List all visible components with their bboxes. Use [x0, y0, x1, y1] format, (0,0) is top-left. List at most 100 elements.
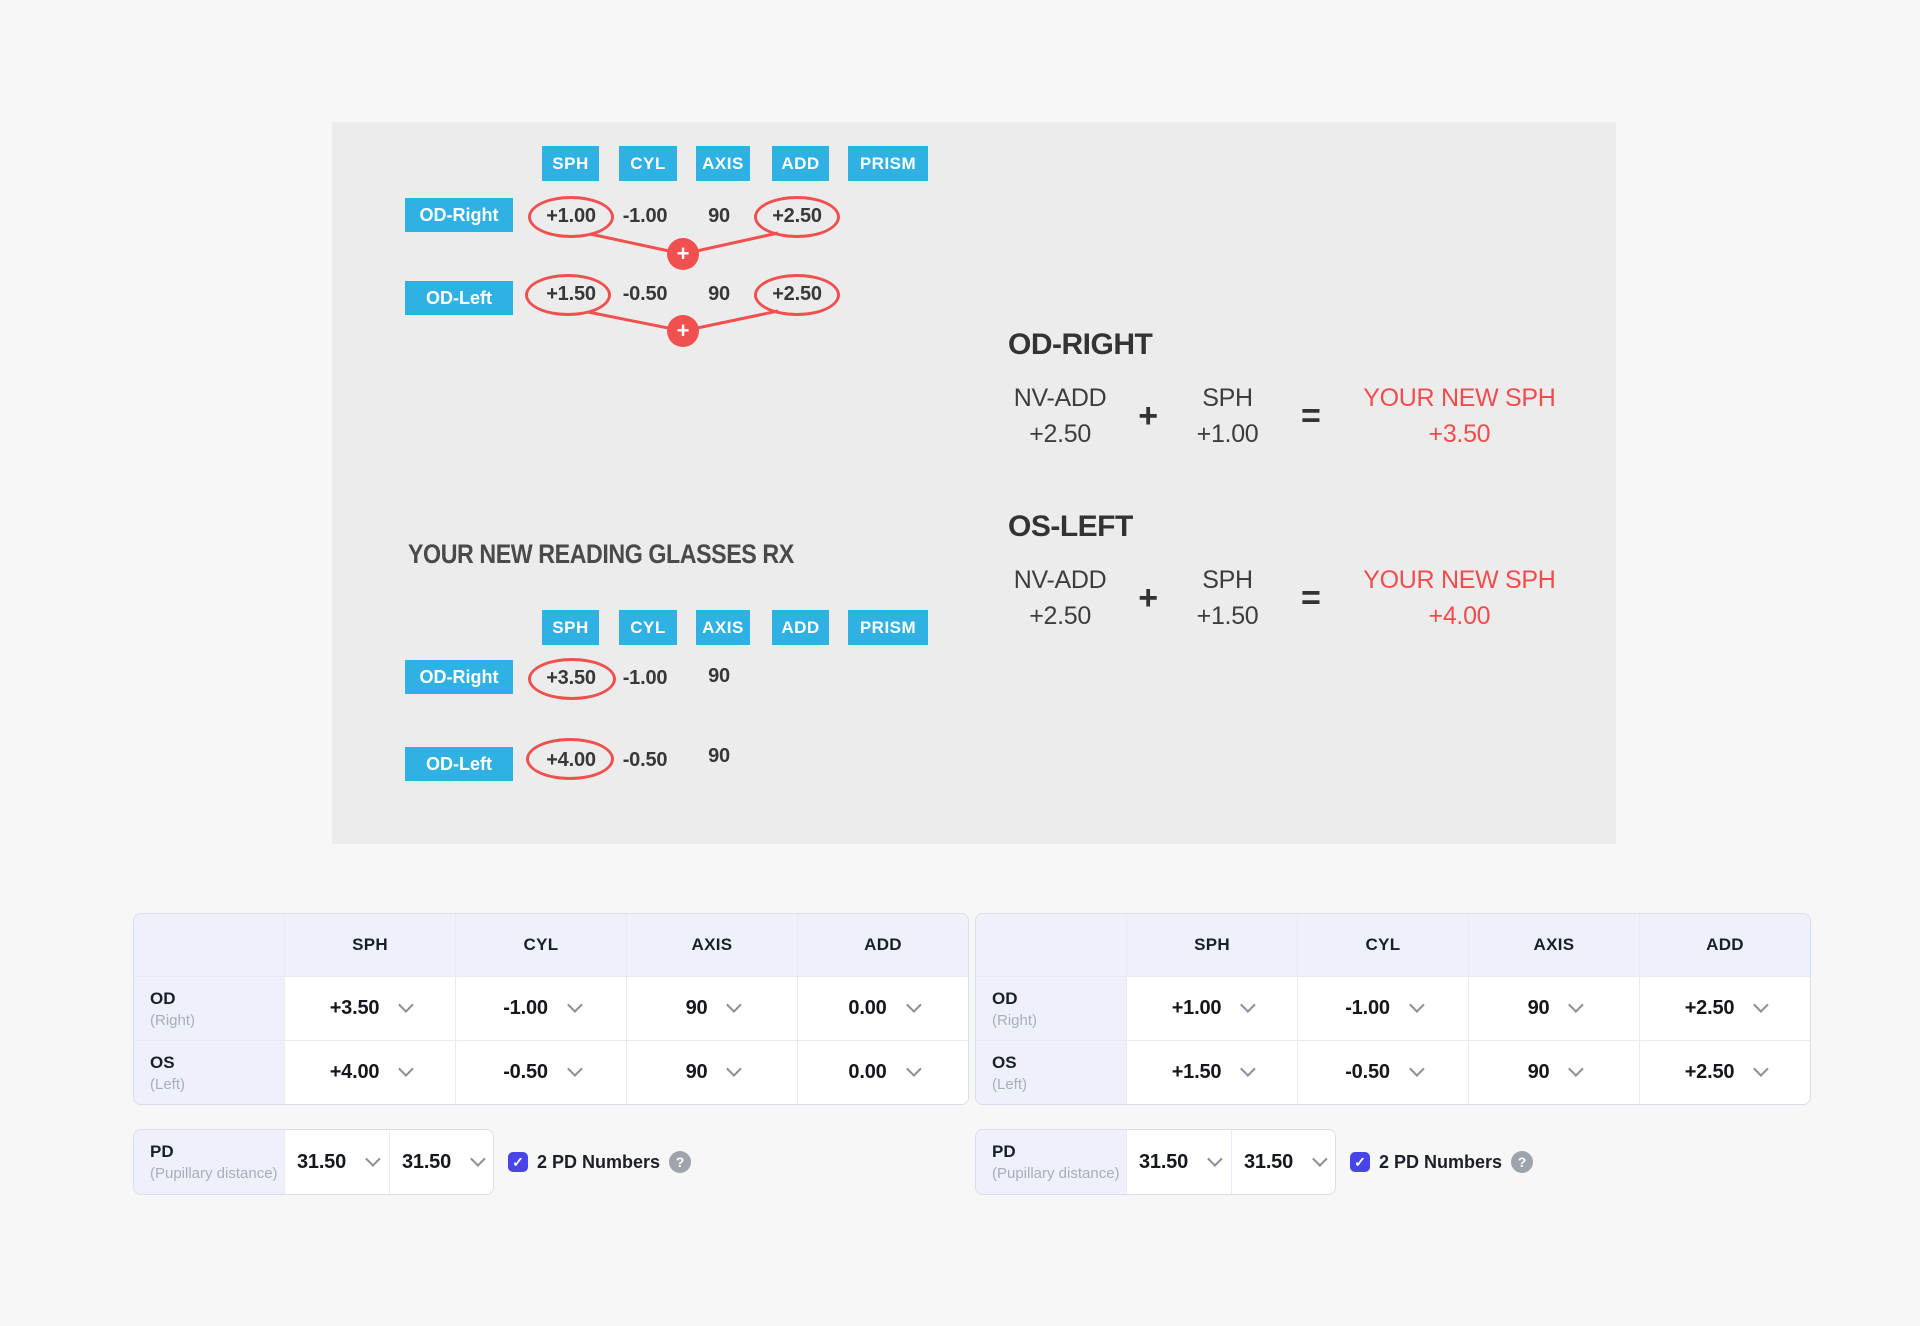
- old-rx-row-label: OD-Right: [405, 198, 513, 232]
- od-add-select[interactable]: 0.00: [797, 976, 968, 1040]
- od-cyl-select[interactable]: -1.00: [1297, 976, 1468, 1040]
- os-add-select[interactable]: +2.50: [1639, 1040, 1810, 1104]
- old-rx-header-prism: PRISM: [848, 146, 928, 181]
- new-rx-od-axis: 90: [708, 665, 730, 687]
- pd-left-select[interactable]: 31.50: [1231, 1130, 1335, 1194]
- new-rx-os-cyl: -0.50: [622, 749, 668, 771]
- new-rx-row-label: OD-Right: [405, 660, 513, 694]
- pd-right-select[interactable]: 31.50: [1126, 1130, 1231, 1194]
- new-rx-os-axis: 90: [708, 745, 730, 767]
- old-rx-header-cyl: CYL: [619, 146, 677, 181]
- pd-left-select[interactable]: 31.50: [389, 1130, 493, 1194]
- pd-right-select[interactable]: 31.50: [284, 1130, 389, 1194]
- two-pd-numbers-toggle: ✓ 2 PD Numbers ?: [1350, 1151, 1534, 1173]
- equals-operator: =: [1300, 396, 1321, 435]
- new-rx-header-prism: PRISM: [848, 610, 928, 645]
- od-add-select[interactable]: +2.50: [1639, 976, 1810, 1040]
- rx-conversion-diagram: SPH CYL AXIS ADD PRISM OD-Right +1.00 -1…: [332, 122, 1616, 844]
- chevron-down-icon: [470, 1150, 486, 1167]
- chevron-down-icon: [726, 997, 743, 1013]
- new-rx-od-sph: +3.50: [546, 667, 596, 689]
- help-icon[interactable]: ?: [1511, 1151, 1534, 1173]
- chevron-down-icon: [365, 1150, 381, 1167]
- header-axis: AXIS: [626, 914, 797, 976]
- chevron-down-icon: [905, 1061, 922, 1077]
- rx-table: SPH CYL AXIS ADD OD (Right) +3.50 -1.00 …: [133, 913, 969, 1105]
- plus-operator: +: [1138, 396, 1159, 435]
- sph-term: SPH +1.00: [1196, 384, 1259, 449]
- chevron-down-icon: [1568, 1061, 1585, 1077]
- header-cyl: CYL: [455, 914, 626, 976]
- os-axis-select[interactable]: 90: [626, 1040, 797, 1104]
- old-rx-od-cyl: -1.00: [622, 205, 668, 227]
- old-rx-od-axis: 90: [708, 205, 730, 227]
- old-rx-od-sph: +1.00: [546, 205, 596, 227]
- header-sph: SPH: [284, 914, 455, 976]
- old-rx-os-axis: 90: [708, 283, 730, 305]
- header-blank: [976, 914, 1126, 976]
- old-rx-header-sph: SPH: [542, 146, 599, 181]
- chevron-down-icon: [1753, 1061, 1769, 1077]
- chevron-down-icon: [1408, 1061, 1425, 1077]
- new-rx-header-axis: AXIS: [696, 610, 750, 645]
- pd-section: PD (Pupillary distance) 31.50 31.50 ✓ 2 …: [975, 1129, 1811, 1195]
- new-rx-os-sph: +4.00: [546, 749, 596, 771]
- equals-operator: =: [1300, 578, 1321, 617]
- header-blank: [134, 914, 284, 976]
- row-label-od: OD (Right): [976, 976, 1126, 1040]
- old-rx-row-label: OD-Left: [405, 281, 513, 315]
- od-sph-select[interactable]: +3.50: [284, 976, 455, 1040]
- result-term: YOUR NEW SPH +3.50: [1363, 384, 1556, 449]
- old-rx-os-sph: +1.50: [546, 283, 596, 305]
- plus-icon: +: [667, 238, 699, 270]
- two-pd-checkbox[interactable]: ✓: [508, 1152, 528, 1172]
- new-rx-header-sph: SPH: [542, 610, 599, 645]
- chevron-down-icon: [566, 997, 583, 1013]
- chevron-down-icon: [905, 997, 922, 1013]
- od-sph-select[interactable]: +1.00: [1126, 976, 1297, 1040]
- chevron-down-icon: [1408, 997, 1425, 1013]
- equation-title: OS-LEFT: [1008, 510, 1133, 543]
- od-cyl-select[interactable]: -1.00: [455, 976, 626, 1040]
- new-rx-header-add: ADD: [772, 610, 829, 645]
- rx-form-original: SPH CYL AXIS ADD OD (Right) +1.00 -1.00 …: [975, 913, 1811, 1195]
- header-add: ADD: [797, 914, 968, 976]
- od-axis-select[interactable]: 90: [1468, 976, 1639, 1040]
- os-cyl-select[interactable]: -0.50: [455, 1040, 626, 1104]
- new-rx-header-cyl: CYL: [619, 610, 677, 645]
- pd-label: PD (Pupillary distance): [134, 1130, 284, 1194]
- od-axis-select[interactable]: 90: [626, 976, 797, 1040]
- header-add: ADD: [1639, 914, 1810, 976]
- chevron-down-icon: [1753, 997, 1769, 1013]
- plus-icon: +: [667, 315, 699, 347]
- os-cyl-select[interactable]: -0.50: [1297, 1040, 1468, 1104]
- row-label-os: OS (Left): [134, 1040, 284, 1104]
- chevron-down-icon: [398, 1061, 414, 1077]
- nv-add-term: NV-ADD +2.50: [1013, 566, 1107, 631]
- os-sph-select[interactable]: +4.00: [284, 1040, 455, 1104]
- chevron-down-icon: [1240, 1061, 1256, 1077]
- rx-form-reading: SPH CYL AXIS ADD OD (Right) +3.50 -1.00 …: [133, 913, 969, 1195]
- old-rx-od-add: +2.50: [772, 205, 822, 227]
- row-label-od: OD (Right): [134, 976, 284, 1040]
- two-pd-checkbox[interactable]: ✓: [1350, 1152, 1370, 1172]
- pd-box: PD (Pupillary distance) 31.50 31.50: [133, 1129, 494, 1195]
- os-axis-select[interactable]: 90: [1468, 1040, 1639, 1104]
- help-icon[interactable]: ?: [669, 1151, 692, 1173]
- os-add-select[interactable]: 0.00: [797, 1040, 968, 1104]
- chevron-down-icon: [1207, 1150, 1223, 1167]
- new-rx-title: YOUR NEW READING GLASSES RX: [408, 539, 794, 569]
- row-label-os: OS (Left): [976, 1040, 1126, 1104]
- header-axis: AXIS: [1468, 914, 1639, 976]
- nv-add-term: NV-ADD +2.50: [1013, 384, 1107, 449]
- pd-section: PD (Pupillary distance) 31.50 31.50 ✓ 2 …: [133, 1129, 969, 1195]
- rx-table: SPH CYL AXIS ADD OD (Right) +1.00 -1.00 …: [975, 913, 1811, 1105]
- chevron-down-icon: [1312, 1150, 1328, 1167]
- equation-od-right: OD-RIGHT NV-ADD +2.50 + SPH +1.00 = YOUR…: [1008, 328, 1568, 453]
- chevron-down-icon: [566, 1061, 583, 1077]
- old-rx-os-cyl: -0.50: [622, 283, 668, 305]
- old-rx-header-add: ADD: [772, 146, 829, 181]
- chevron-down-icon: [398, 997, 414, 1013]
- os-sph-select[interactable]: +1.50: [1126, 1040, 1297, 1104]
